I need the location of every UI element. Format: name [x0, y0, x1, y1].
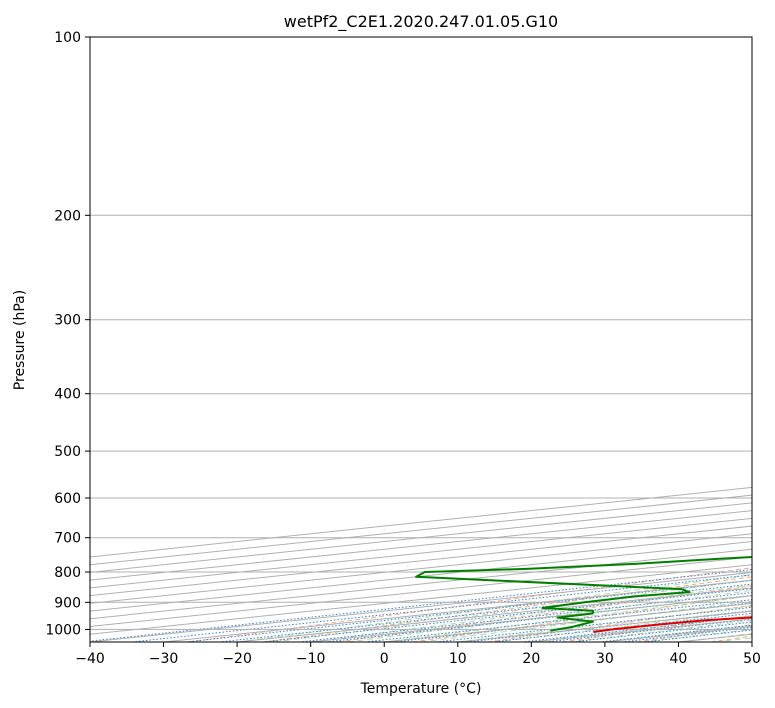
- moist-adiabat-line: [568, 619, 752, 642]
- dewpoint-profile-line: [415, 556, 752, 632]
- isotherm-line: [90, 571, 752, 642]
- x-tick-label: −20: [222, 651, 252, 667]
- y-tick-label: 600: [54, 491, 81, 507]
- y-tick-label: 200: [54, 208, 81, 224]
- isotherm-line: [90, 517, 752, 589]
- mixing-ratio-line: [364, 599, 752, 642]
- y-axis-label: Pressure (hPa): [12, 290, 28, 390]
- x-tick-label: 10: [449, 651, 467, 667]
- y-tick-label: 700: [54, 531, 81, 547]
- isotherm-line: [90, 502, 752, 573]
- x-axis-label: Temperature (°C): [360, 681, 482, 697]
- moist-adiabat-line: [531, 615, 752, 642]
- x-tick-label: 0: [380, 651, 389, 667]
- x-tick-label: −40: [75, 651, 105, 667]
- y-tick-label: 100: [54, 30, 81, 46]
- chart-title: wetPf2_C2E1.2020.247.01.05.G10: [284, 12, 558, 32]
- moist-adiabat-line: [678, 633, 752, 642]
- y-tick-label: 300: [54, 313, 81, 329]
- y-tick-label: 900: [54, 595, 81, 611]
- x-tick-label: 20: [522, 651, 540, 667]
- isotherm-line: [90, 510, 752, 581]
- isobar-grid: [90, 37, 752, 630]
- moist-adiabat-line: [715, 637, 752, 642]
- mixing-ratio-line: [325, 594, 752, 642]
- mixing-ratio-line: [599, 624, 752, 642]
- dry-adiabat-line: [337, 585, 752, 642]
- isotherm-line: [163, 579, 752, 642]
- profile-series: [415, 556, 752, 633]
- mixing-ratio-line: [90, 569, 752, 642]
- y-tick-label: 400: [54, 387, 81, 403]
- mixing-ratio-line: [572, 621, 752, 642]
- mixing-ratio-lines: [90, 569, 752, 642]
- plot-area: -100-90-80-70-60-50-40-30-20-1000.10.20.…: [90, 37, 752, 642]
- moist-adiabat-line: [604, 624, 752, 642]
- moist-adiabat-line: [310, 584, 752, 642]
- x-tick-label: 40: [670, 651, 688, 667]
- isotherm-line: [751, 641, 752, 642]
- x-axis-ticks: −40 −30 −20 −10 0 10 20 30 40 50: [75, 642, 761, 667]
- x-tick-label: 50: [743, 651, 761, 667]
- dry-adiabat-line: [263, 576, 752, 642]
- x-tick-label: 30: [596, 651, 614, 667]
- isotherm-line: [384, 602, 752, 642]
- isotherm-line: [90, 486, 752, 558]
- y-tick-label: 800: [54, 565, 81, 581]
- dry-adiabat-line: [710, 635, 752, 642]
- moist-adiabat-line: [237, 574, 752, 642]
- dry-adiabat-line: [561, 614, 752, 642]
- isotherm-line: [90, 533, 752, 604]
- dry-adiabats: [188, 567, 752, 642]
- y-tick-label: 500: [54, 444, 81, 460]
- dry-adiabat-line: [412, 595, 752, 642]
- y-tick-label: 1000: [45, 622, 81, 638]
- mixing-ratio-line: [435, 606, 752, 642]
- moist-adiabat-line: [273, 579, 752, 642]
- isotherm-grid: [90, 486, 752, 642]
- temperature-profile-line: [593, 616, 752, 633]
- y-axis-ticks: 100 200 300 400 500 600 700 800 900 1000: [45, 30, 90, 638]
- isotherm-line: [90, 564, 752, 635]
- isotherm-line: [90, 525, 752, 597]
- mixing-ratio-line: [131, 574, 752, 642]
- moist-adiabat-line: [457, 605, 752, 642]
- moist-adiabat-line: [347, 589, 752, 642]
- dry-adiabat-line: [636, 625, 752, 642]
- isotherm-line: [457, 610, 752, 642]
- x-tick-label: −30: [149, 651, 179, 667]
- moist-adiabat-line: [420, 600, 752, 642]
- isotherm-line: [90, 494, 752, 566]
- isotherm-line: [531, 618, 752, 642]
- isotherm-line: [237, 587, 752, 642]
- isotherm-line: [678, 633, 752, 642]
- dry-adiabat-line: [188, 567, 752, 642]
- moist-adiabats: [237, 574, 752, 642]
- x-tick-label: −10: [296, 651, 326, 667]
- plot-frame: [89, 36, 753, 643]
